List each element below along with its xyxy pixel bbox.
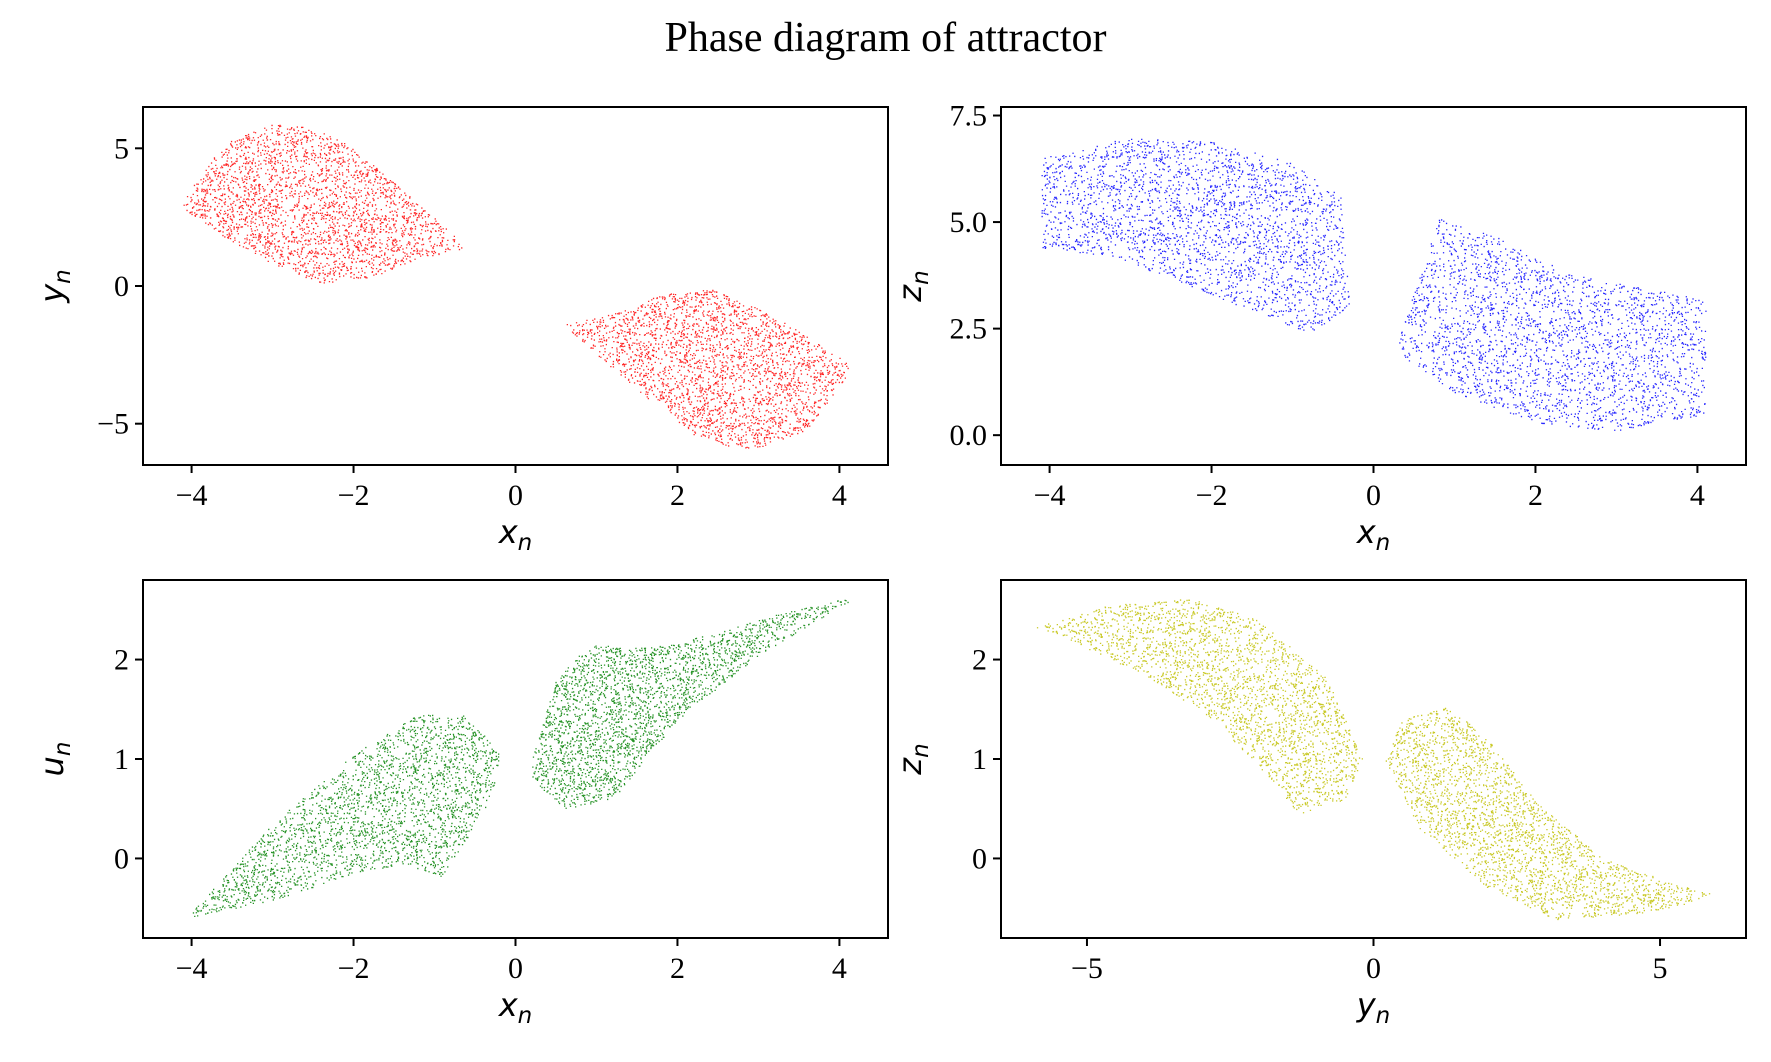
y-axis-label: un	[33, 742, 76, 777]
x-tick-label: −4	[176, 952, 208, 985]
x-tick-label: 2	[670, 952, 685, 985]
y-tick-label: 7.5	[950, 100, 988, 133]
scatter-series-right-lobe	[1385, 707, 1711, 921]
y-tick-label: 0	[114, 270, 129, 303]
y-axis-label: yn	[33, 269, 76, 304]
y-tick-label: 5	[114, 132, 129, 165]
y-axis-label: zn	[891, 270, 934, 302]
x-tick-label: −4	[1034, 479, 1066, 512]
subplot-4: −5 0 5 0 1 2 yn zn	[891, 579, 1747, 1029]
y-tick-label: 2	[114, 644, 129, 677]
scatter-points-left-lobe	[183, 124, 463, 284]
scatter-points-right-cluster	[1399, 219, 1707, 431]
x-tick-label: −4	[176, 479, 208, 512]
plot-frame	[142, 579, 889, 939]
x-tick-label: 2	[670, 479, 685, 512]
x-tick-label: 4	[832, 952, 847, 985]
x-tick-label: 0	[1366, 952, 1381, 985]
scatter-points-right-lobe	[1385, 707, 1711, 921]
y-tick-label: −5	[97, 408, 129, 441]
x-axis-label: yn	[1356, 986, 1391, 1029]
x-axis-label: xn	[498, 986, 533, 1029]
x-axis-label: xn	[498, 513, 533, 556]
scatter-series-left-lobe	[1036, 599, 1363, 814]
x-tick-label: 5	[1653, 952, 1668, 985]
x-tick-label: 4	[1690, 479, 1705, 512]
y-axis-label: zn	[891, 743, 934, 775]
scatter-points-right-lobe	[566, 289, 849, 449]
scatter-series-left-lobe	[192, 714, 500, 917]
y-tick-label: 1	[972, 743, 987, 776]
x-tick-label: 0	[508, 952, 523, 985]
y-tick-label: 5.0	[950, 206, 988, 239]
scatter-series-left-cluster	[1041, 138, 1350, 331]
y-tick-label: 0.0	[950, 419, 988, 452]
x-tick-label: 2	[1528, 479, 1543, 512]
x-tick-label: −2	[338, 479, 370, 512]
y-tick-label: 0	[114, 842, 129, 875]
scatter-points-left-lobe	[1036, 599, 1363, 814]
x-tick-label: 4	[832, 479, 847, 512]
scatter-points-right-lobe	[532, 599, 849, 809]
x-tick-label: 0	[508, 479, 523, 512]
y-tick-label: 2	[972, 644, 987, 677]
x-tick-label: −5	[1071, 952, 1103, 985]
scatter-series-right-cluster	[1399, 219, 1707, 431]
plot-frame	[142, 106, 889, 466]
scatter-series-right-lobe	[532, 599, 849, 809]
x-tick-label: −2	[1196, 479, 1228, 512]
y-tick-label: 1	[114, 743, 129, 776]
x-axis-label: xn	[1356, 513, 1391, 556]
subplot-1: −4 −2 0 2 4 −5 0 5 xn yn	[33, 106, 889, 556]
subplot-2: −4 −2 0 2 4 0.0 2.5 5.0 7.5 xn zn	[891, 100, 1747, 556]
y-tick-label: 2.5	[950, 313, 988, 346]
plot-frame	[1000, 106, 1747, 466]
scatter-points-left-cluster	[1041, 138, 1350, 331]
x-tick-label: −2	[338, 952, 370, 985]
scatter-points-left-lobe	[192, 714, 500, 917]
y-tick-label: 0	[972, 842, 987, 875]
subplot-3: −4 −2 0 2 4 0 1 2 xn un	[33, 579, 889, 1029]
figure-title: Phase diagram of attractor	[664, 15, 1107, 61]
scatter-series-right-lobe	[566, 289, 849, 449]
x-tick-label: 0	[1366, 479, 1381, 512]
scatter-series-left-lobe	[183, 124, 463, 284]
